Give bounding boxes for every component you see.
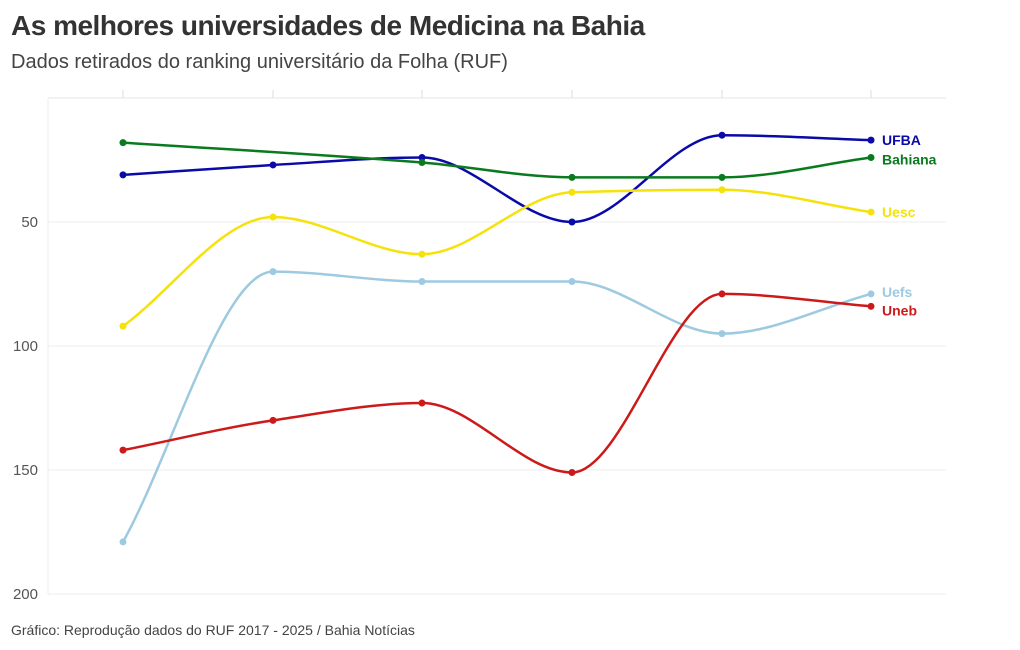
data-point-uesc[interactable]: [418, 250, 426, 258]
series-label-uesc: Uesc: [882, 204, 916, 220]
data-point-uneb[interactable]: [418, 399, 426, 407]
series-label-ufba: UFBA: [882, 132, 921, 148]
grid: [47, 90, 946, 595]
series-line-uneb: [121, 292, 873, 474]
data-point-ufba[interactable]: [867, 136, 875, 144]
data-point-bahiana[interactable]: [718, 173, 726, 181]
data-point-uesc[interactable]: [119, 322, 127, 330]
chart-subtitle: Dados retirados do ranking universitário…: [11, 51, 508, 73]
data-point-bahiana[interactable]: [418, 158, 426, 166]
data-point-uefs[interactable]: [867, 290, 875, 298]
data-point-uefs[interactable]: [269, 268, 277, 276]
y-axis: 50 100 150 200: [13, 214, 38, 603]
data-point-bahiana[interactable]: [568, 173, 576, 181]
data-point-bahiana[interactable]: [119, 139, 127, 147]
series-line-bahiana: [121, 141, 873, 179]
data-point-uneb[interactable]: [867, 302, 875, 310]
series-points: [119, 131, 875, 546]
data-point-uefs[interactable]: [418, 278, 426, 286]
data-point-uefs[interactable]: [119, 538, 127, 546]
data-point-ufba[interactable]: [418, 154, 426, 162]
source-note: Gráfico: Reprodução dados do RUF 2017 - …: [11, 622, 415, 638]
series-lines: [121, 133, 873, 544]
data-point-ufba[interactable]: [568, 218, 576, 226]
y-tick-label: 200: [13, 586, 38, 603]
series-line-ufba: [121, 133, 873, 224]
data-point-uneb[interactable]: [269, 416, 277, 424]
series-line-uefs: [121, 270, 873, 544]
data-point-ufba[interactable]: [718, 131, 726, 139]
chart-title: As melhores universidades de Medicina na…: [11, 10, 645, 41]
data-point-uesc[interactable]: [269, 213, 277, 221]
series-label-uefs: Uefs: [882, 284, 913, 300]
y-tick-label: 100: [13, 338, 38, 355]
data-point-uefs[interactable]: [718, 330, 726, 338]
y-tick-label: 50: [21, 214, 38, 231]
series-labels: UFBA Bahiana Uesc Uefs Uneb: [882, 132, 937, 318]
data-point-uneb[interactable]: [718, 290, 726, 298]
data-point-uefs[interactable]: [568, 278, 576, 286]
data-point-uesc[interactable]: [718, 186, 726, 194]
series-label-bahiana: Bahiana: [882, 152, 937, 168]
data-point-uesc[interactable]: [867, 208, 875, 216]
data-point-uneb[interactable]: [568, 468, 576, 476]
data-point-bahiana[interactable]: [867, 154, 875, 162]
y-tick-label: 150: [13, 462, 38, 479]
data-point-ufba[interactable]: [119, 171, 127, 179]
series-label-uneb: Uneb: [882, 302, 917, 318]
data-point-uesc[interactable]: [568, 188, 576, 196]
series-line-uesc: [121, 188, 873, 328]
data-point-uneb[interactable]: [119, 446, 127, 454]
data-point-ufba[interactable]: [269, 161, 277, 169]
